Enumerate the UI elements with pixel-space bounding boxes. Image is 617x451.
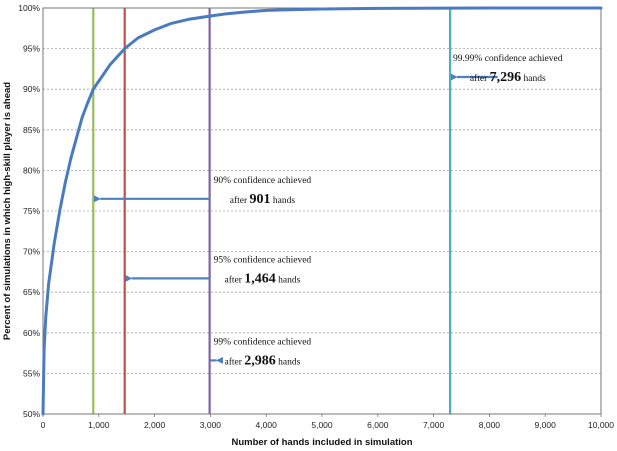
- x-tick-label: 2,000: [144, 420, 166, 430]
- y-tick-label: 60%: [23, 328, 40, 338]
- annotation-line2: after 901 hands: [230, 192, 296, 207]
- annotation-suffix: hands: [276, 357, 301, 367]
- annotation-prefix: after: [470, 73, 490, 84]
- annotation-suffix: hands: [276, 275, 301, 285]
- annotation-line1: 95% confidence achieved: [214, 254, 312, 265]
- y-tick-label: 50%: [23, 409, 40, 419]
- x-axis-title: Number of hands included in simulation: [231, 437, 412, 448]
- y-tick-label: 95%: [23, 44, 40, 54]
- series-layer: [41, 6, 603, 416]
- annotation-1464: 95% confidence achieved after 1,464 hands: [125, 254, 312, 286]
- x-tick-label: 4,000: [256, 420, 278, 430]
- annotation-hands-count: 1,464: [244, 271, 276, 286]
- y-tick-label: 55%: [23, 368, 40, 378]
- y-tick-label: 70%: [23, 247, 40, 257]
- x-tick-label: 7,000: [423, 420, 445, 430]
- y-tick-label: 85%: [23, 125, 40, 135]
- annotation-line1: 90% confidence achieved: [214, 175, 312, 186]
- y-tick-label: 65%: [23, 287, 40, 297]
- x-tick-label: 0: [41, 420, 46, 430]
- annotation-line1: 99% confidence achieved: [214, 336, 312, 347]
- annotation-901: 90% confidence achieved after 901 hands: [93, 175, 312, 207]
- annotation-line2: after 7,296 hands: [470, 70, 546, 85]
- x-tick-label: 9,000: [535, 420, 557, 430]
- y-axis-title: Percent of simulations in which high-ski…: [2, 82, 13, 340]
- annotation-hands-count: 901: [250, 192, 271, 207]
- x-tick-label: 8,000: [479, 420, 501, 430]
- annotation-prefix: after: [224, 356, 244, 367]
- series-line: [41, 6, 603, 416]
- plot-frame: [42, 7, 602, 415]
- x-tick-label: 5,000: [311, 420, 333, 430]
- annotation-2986: 99% confidence achieved after 2,986 hands: [210, 336, 311, 368]
- y-tick-label: 90%: [23, 84, 40, 94]
- annotation-hands-count: 7,296: [490, 70, 522, 85]
- annotation-suffix: hands: [271, 196, 296, 206]
- annotation-hands-count: 2,986: [244, 353, 276, 368]
- tick-label-layer: 50% 55% 60% 65% 70% 75% 80% 85% 90% 95% 100% 0 1,000…: [18, 3, 614, 430]
- x-tick-label: 1,000: [88, 420, 110, 430]
- annotation-suffix: hands: [521, 74, 546, 84]
- annotation-prefix: after: [230, 195, 250, 206]
- annotation-line2: after 1,464 hands: [224, 271, 300, 286]
- y-tick-label: 80%: [23, 165, 40, 175]
- grid-layer: [42, 48, 602, 417]
- annotation-7296: 99.99% confidence achieved after 7,296 ha…: [450, 53, 563, 85]
- x-tick-label: 10,000: [588, 420, 614, 430]
- x-tick-label: 6,000: [367, 420, 389, 430]
- annotation-line1: 99.99% confidence achieved: [453, 53, 563, 64]
- x-tick-label: 3,000: [200, 420, 222, 430]
- y-tick-label: 100%: [18, 3, 40, 13]
- threshold-lines: [92, 8, 452, 414]
- annotation-line2: after 2,986 hands: [224, 353, 300, 368]
- annotation-prefix: after: [224, 274, 244, 285]
- y-tick-label: 75%: [23, 206, 40, 216]
